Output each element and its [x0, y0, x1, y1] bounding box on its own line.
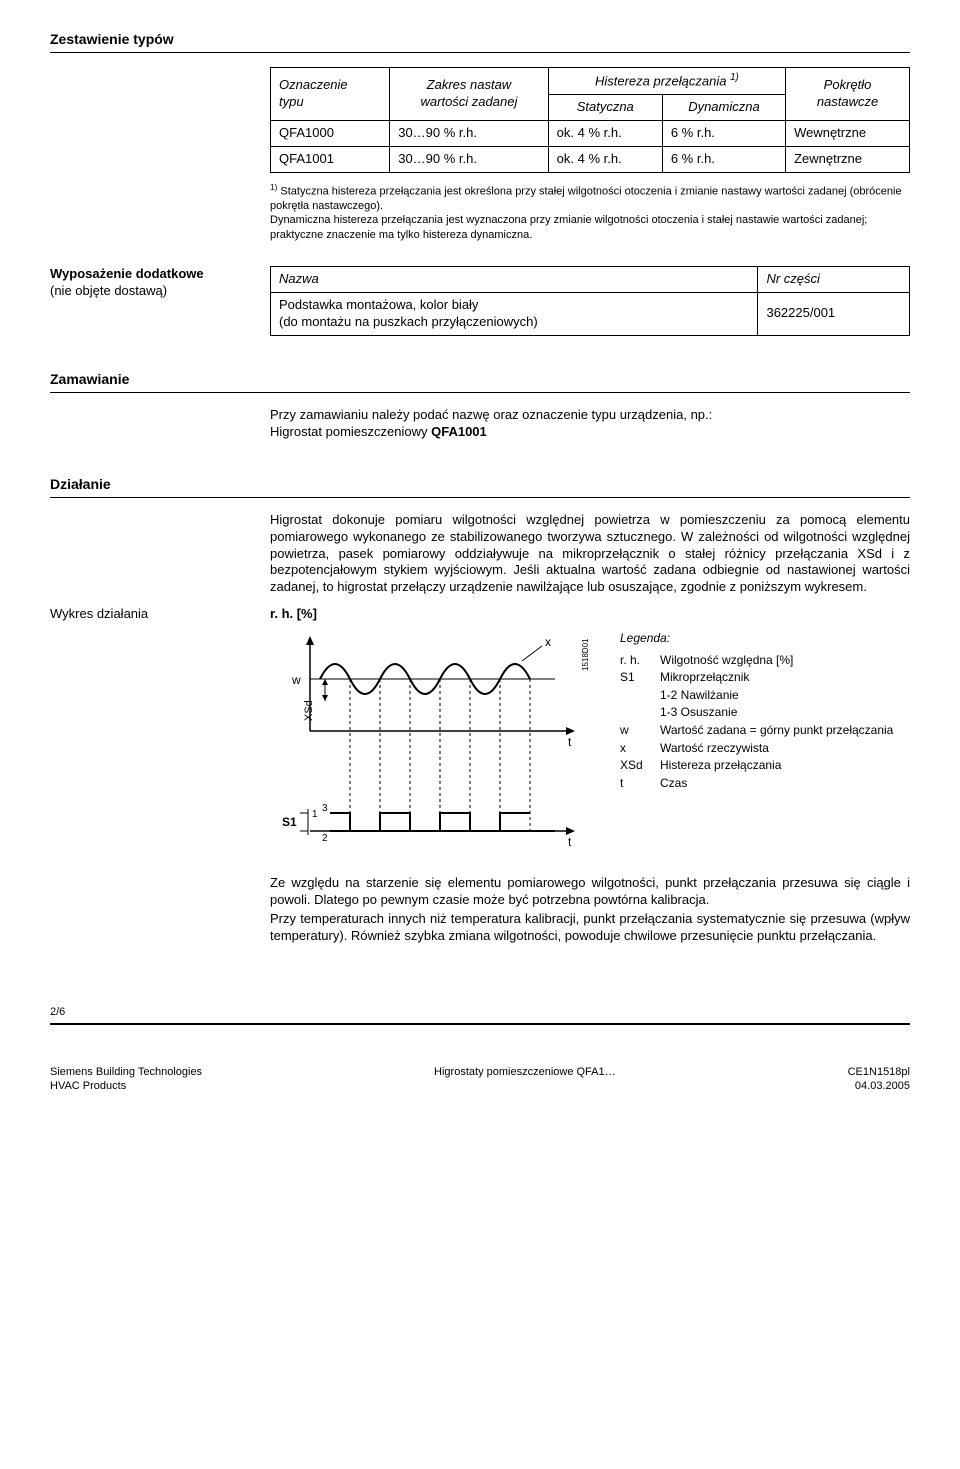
label-s1: S1: [282, 815, 297, 829]
label-1: 1: [312, 809, 318, 820]
section-types-title: Zestawienie typów: [50, 30, 910, 48]
accessory-table: Nazwa Nr części Podstawka montażowa, kol…: [270, 266, 910, 336]
operation-diagram: t w x XSd: [270, 631, 600, 861]
table-row: QFA1001 30…90 % r.h. ok. 4 % r.h. 6 % r.…: [271, 147, 910, 173]
label-w: w: [291, 673, 301, 687]
cell-acc-part: 362225/001: [758, 292, 910, 335]
legend-key: [620, 688, 660, 704]
divider: [50, 497, 910, 498]
cell-type: QFA1000: [271, 121, 390, 147]
footnote-sup: 1): [270, 183, 277, 192]
th-type-sub: typu: [279, 94, 304, 109]
operation-post-1: Ze względu na starzenie się elementu pom…: [270, 875, 910, 909]
label-code: 1518D01: [581, 638, 590, 671]
legend-val: Czas: [660, 776, 687, 792]
operation-post-2: Przy temperaturach innych niż temperatur…: [270, 911, 910, 945]
legend-key: [620, 705, 660, 721]
footnote-text-1: Statyczna histereza przełączania jest ok…: [270, 186, 902, 212]
legend-key: w: [620, 723, 660, 739]
divider: [50, 52, 910, 53]
cell-range: 30…90 % r.h.: [390, 121, 548, 147]
footer-right-2: 04.03.2005: [855, 1080, 910, 1092]
label-3: 3: [322, 803, 328, 814]
legend-val: 1-2 Nawilżanie: [660, 688, 739, 704]
th-range-sub: wartości zadanej: [421, 94, 518, 109]
footer-left-2: HVAC Products: [50, 1080, 126, 1092]
operation-para: Higrostat dokonuje pomiaru wilgotności w…: [270, 512, 910, 596]
cell-knob: Wewnętrzne: [786, 121, 910, 147]
th-static: Statyczna: [548, 95, 662, 121]
operation-side-label: Wykres działania: [50, 606, 270, 944]
ordering-text-1: Przy zamawianiu należy podać nazwę oraz …: [270, 407, 712, 422]
types-table: Oznaczenie typu Zakres nastaw wartości z…: [270, 67, 910, 173]
th-acc-name: Nazwa: [271, 266, 758, 292]
th-hyst: Histereza przełączania: [595, 74, 727, 89]
cell-acc-name-1: Podstawka montażowa, kolor biały: [279, 297, 478, 312]
th-dynamic: Dynamiczna: [662, 95, 785, 121]
footer: Siemens Building Technologies HVAC Produ…: [50, 1065, 910, 1094]
legend-val: 1-3 Osuszanie: [660, 705, 737, 721]
footnote-text-2: Dynamiczna histereza przełączania jest w…: [270, 214, 867, 240]
cell-acc-name-2: (do montażu na puszkach przyłączeniowych…: [279, 314, 538, 329]
cell-dynamic: 6 % r.h.: [662, 121, 785, 147]
section-operation-title: Działanie: [50, 475, 910, 493]
th-acc-part: Nr części: [758, 266, 910, 292]
cell-dynamic: 6 % r.h.: [662, 147, 785, 173]
footer-divider: [50, 1023, 910, 1025]
cell-static: ok. 4 % r.h.: [548, 147, 662, 173]
chart-y-label: r. h. [%]: [270, 606, 910, 623]
accessory-side-label: Wyposażenie dodatkowe: [50, 266, 204, 281]
legend-key: S1: [620, 670, 660, 686]
legend-key: XSd: [620, 758, 660, 774]
label-2: 2: [322, 833, 328, 844]
th-range: Zakres nastaw: [427, 77, 512, 92]
th-type: Oznaczenie: [279, 77, 348, 92]
ordering-text-2b: QFA1001: [431, 424, 487, 439]
legend-title: Legenda:: [620, 631, 893, 647]
cell-knob: Zewnętrzne: [786, 147, 910, 173]
footer-right-1: CE1N1518pl: [848, 1066, 910, 1078]
footer-left-1: Siemens Building Technologies: [50, 1066, 202, 1078]
label-xsd: XSd: [303, 700, 315, 721]
divider: [50, 392, 910, 393]
cell-type: QFA1001: [271, 147, 390, 173]
footnote: 1) Statyczna histereza przełączania jest…: [270, 183, 910, 242]
legend-val: Wartość rzeczywista: [660, 741, 769, 757]
legend-val: Mikroprzełącznik: [660, 670, 749, 686]
section-ordering-title: Zamawianie: [50, 370, 910, 388]
cell-range: 30…90 % r.h.: [390, 147, 548, 173]
th-knob: Pokrętło: [824, 77, 872, 92]
accessory-side-sub: (nie objęte dostawą): [50, 283, 167, 298]
legend-key: r. h.: [620, 653, 660, 669]
legend-key: x: [620, 741, 660, 757]
legend-val: Wilgotność względna [%]: [660, 653, 793, 669]
th-hyst-sup: 1): [730, 72, 739, 83]
legend: Legenda: r. h.Wilgotność względna [%] S1…: [620, 631, 893, 793]
label-x: x: [545, 635, 551, 649]
table-row: Podstawka montażowa, kolor biały (do mon…: [271, 292, 910, 335]
legend-val: Wartość zadana = górny punkt przełączani…: [660, 723, 893, 739]
legend-val: Histereza przełączania: [660, 758, 781, 774]
cell-static: ok. 4 % r.h.: [548, 121, 662, 147]
table-row: QFA1000 30…90 % r.h. ok. 4 % r.h. 6 % r.…: [271, 121, 910, 147]
axis-t-label-2: t: [568, 835, 572, 849]
legend-key: t: [620, 776, 660, 792]
th-knob-sub: nastawcze: [817, 94, 878, 109]
ordering-text-2a: Higrostat pomieszczeniowy: [270, 424, 431, 439]
axis-t-label: t: [568, 735, 572, 749]
page-number: 2/6: [50, 1005, 910, 1019]
footer-center: Higrostaty pomieszczeniowe QFA1…: [434, 1065, 616, 1094]
